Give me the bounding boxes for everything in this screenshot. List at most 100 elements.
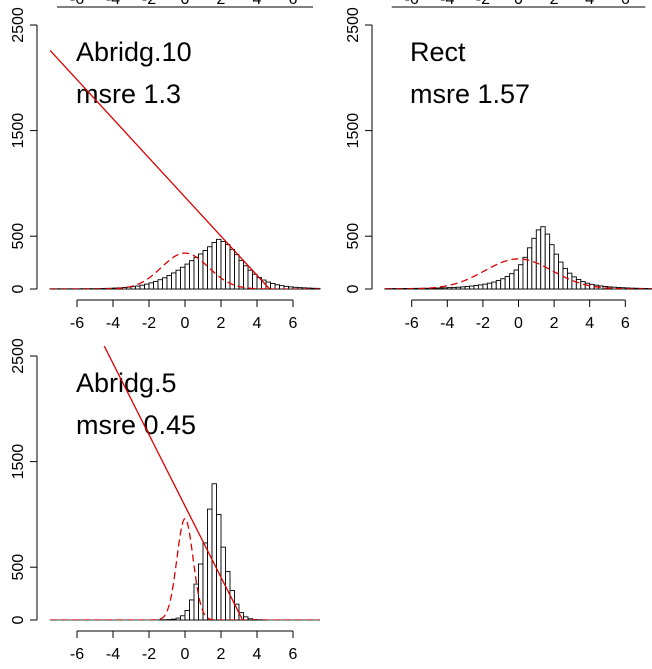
bar [211, 483, 217, 621]
x-tick-label: 4 [253, 315, 262, 332]
x-tick-label: 4 [585, 315, 594, 332]
bar [478, 284, 484, 290]
top-tick-label: 4 [585, 0, 594, 8]
bar [175, 617, 181, 621]
bar [589, 283, 595, 290]
bar [567, 272, 573, 290]
bar [495, 280, 502, 290]
x-tick-label: 4 [253, 646, 262, 663]
bar [437, 287, 444, 290]
fit-line [50, 49, 271, 289]
bar [148, 282, 154, 290]
x-tick-label: 2 [217, 315, 226, 332]
bar [225, 570, 231, 621]
y-tick-label: 500 [10, 223, 27, 250]
bar [207, 246, 213, 290]
top-tick-label: -4 [440, 0, 454, 8]
bar [526, 247, 533, 290]
bar [153, 280, 159, 290]
y-tick-label: 1500 [345, 113, 362, 149]
bar [139, 284, 145, 290]
bar [216, 238, 222, 290]
bar [247, 269, 253, 290]
bar [424, 287, 430, 290]
bar [252, 273, 258, 290]
bars [49, 238, 321, 290]
bar [216, 513, 222, 621]
bar [513, 269, 519, 290]
bar [460, 286, 466, 290]
x-tick-label: 2 [217, 646, 226, 663]
bar [486, 282, 493, 290]
bar [473, 285, 479, 290]
bar [171, 618, 177, 621]
x-tick-label: 6 [289, 646, 298, 663]
x-tick-label: 2 [550, 315, 559, 332]
bar [175, 269, 181, 290]
bar [207, 508, 213, 621]
bar [166, 275, 172, 290]
panel-msre: msre 1.57 [410, 79, 530, 109]
y-tick-label: 0 [10, 615, 27, 624]
bar [171, 272, 177, 290]
bar [575, 279, 582, 290]
bar [500, 278, 506, 290]
bar [180, 266, 186, 290]
top-tick-label: 2 [550, 0, 559, 8]
bar [184, 610, 190, 621]
bar [558, 261, 564, 290]
panel-title: Rect [410, 37, 466, 67]
x-tick-label: -6 [70, 315, 84, 332]
bar [220, 241, 226, 290]
panel-msre: msre 0.45 [76, 410, 196, 440]
y-tick-label: 1500 [10, 113, 27, 149]
bar [234, 254, 240, 290]
bar [442, 287, 448, 290]
top-tick-label: 6 [289, 0, 298, 8]
x-tick-label: 0 [181, 646, 190, 663]
x-tick-label: -2 [142, 646, 156, 663]
y-tick-label: 0 [345, 284, 362, 293]
bar [509, 273, 515, 290]
bar [518, 264, 524, 290]
top-tick-label: -6 [70, 0, 84, 8]
bar [184, 263, 190, 290]
top-tick-label: -2 [476, 0, 490, 8]
bar [504, 276, 511, 290]
bar [482, 283, 488, 290]
x-tick-label: 0 [514, 315, 523, 332]
x-tick-label: 0 [181, 315, 190, 332]
x-tick-label: -4 [440, 315, 454, 332]
x-tick-label: -2 [142, 315, 156, 332]
y-tick-label: 500 [345, 223, 362, 250]
top-tick-label: 2 [217, 0, 226, 8]
panel-title: Abridg.5 [76, 368, 177, 398]
bar [193, 256, 199, 290]
bar [189, 599, 195, 621]
top-tick-label: 4 [253, 0, 262, 8]
panel-msre: msre 1.3 [76, 79, 181, 109]
bar [189, 260, 195, 290]
bar [580, 281, 586, 290]
bar [238, 260, 244, 290]
bar [198, 253, 204, 290]
top-tick-label: -4 [106, 0, 120, 8]
density-curve [50, 517, 320, 620]
bars [157, 483, 267, 621]
bar [455, 286, 462, 290]
bar [130, 286, 136, 290]
bar [446, 287, 453, 290]
x-tick-label: -2 [476, 315, 490, 332]
y-tick-label: 2500 [345, 7, 362, 43]
bar [243, 265, 249, 290]
bar [211, 242, 217, 290]
top-tick-label: -2 [142, 0, 156, 8]
panel-abridg10: Abridg.10 msre 1.3 0 500 1500 2500 -6 -4 -2 0 2 4… [10, 0, 321, 332]
bar [451, 286, 457, 290]
bar [531, 237, 537, 290]
bar [522, 256, 528, 290]
bar [402, 288, 408, 290]
bar [135, 285, 141, 290]
bar [198, 563, 204, 621]
bar [535, 229, 542, 290]
